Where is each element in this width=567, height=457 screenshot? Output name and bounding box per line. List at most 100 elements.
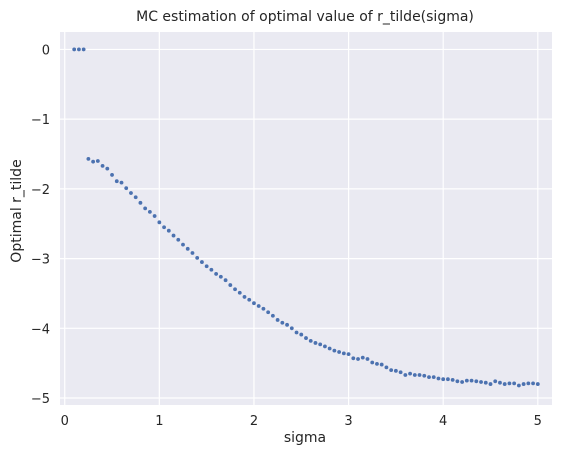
data-point [105, 166, 110, 171]
data-point [256, 304, 261, 308]
data-point [512, 381, 517, 386]
data-point [365, 357, 370, 361]
data-point [176, 237, 181, 242]
data-point [436, 376, 441, 381]
data-point [171, 233, 176, 238]
x-tick-label: 3 [344, 414, 352, 429]
data-point [464, 378, 469, 383]
data-point [77, 47, 81, 52]
data-point [360, 355, 365, 360]
data-point [337, 350, 342, 354]
data-point [289, 326, 294, 331]
data-point [535, 382, 540, 386]
data-point [166, 228, 171, 233]
data-point [408, 371, 412, 376]
x-tick-label: 5 [534, 414, 542, 429]
data-point [285, 322, 289, 327]
data-point [275, 318, 280, 322]
data-point [218, 274, 223, 279]
data-point [384, 365, 389, 370]
data-point [479, 380, 483, 384]
data-point [147, 209, 152, 214]
data-point [323, 344, 327, 349]
x-tick-label: 0 [61, 414, 69, 429]
data-point [157, 220, 162, 225]
x-tick-label: 4 [439, 414, 447, 429]
data-point [502, 382, 507, 386]
data-point [209, 267, 214, 272]
data-point [261, 306, 266, 311]
y-axis-label: Optimal r_tilde [9, 159, 25, 262]
data-point [304, 336, 308, 340]
data-point [294, 330, 299, 335]
data-point [280, 320, 285, 325]
data-point [498, 380, 502, 385]
data-point [138, 200, 143, 205]
data-point [299, 332, 304, 337]
data-point [469, 378, 474, 383]
data-point [403, 373, 408, 377]
y-tick-label: 0 [42, 43, 50, 58]
data-point [190, 251, 195, 255]
data-point [507, 381, 512, 386]
x-tick-label: 2 [250, 414, 258, 429]
data-point [422, 373, 427, 378]
data-point [266, 310, 271, 315]
data-point [521, 382, 526, 386]
data-point [389, 368, 394, 373]
plot-area [60, 32, 552, 405]
data-point [483, 380, 488, 385]
data-point [370, 360, 375, 365]
data-point [493, 379, 498, 384]
data-point [114, 179, 119, 184]
data-point [455, 379, 460, 384]
data-point [398, 370, 403, 375]
data-point [351, 356, 356, 361]
data-point [526, 381, 531, 386]
data-point [460, 380, 465, 384]
data-point [318, 342, 323, 347]
data-point [531, 381, 535, 386]
data-point [379, 362, 384, 367]
data-point [100, 163, 105, 168]
data-point [516, 383, 521, 388]
data-point [346, 352, 351, 357]
data-point [450, 378, 455, 382]
y-tick-label: −2 [31, 183, 50, 198]
data-point [242, 295, 247, 299]
data-point [162, 225, 166, 230]
data-point [143, 206, 148, 211]
data-point [119, 180, 124, 185]
data-point [417, 373, 422, 377]
data-point [86, 156, 91, 161]
data-point [223, 278, 228, 283]
data-point [214, 272, 219, 276]
data-point [375, 361, 379, 366]
data-point [412, 373, 417, 377]
data-point [152, 214, 157, 218]
data-point [474, 379, 479, 384]
data-point [133, 195, 138, 200]
x-tick-label: 1 [155, 414, 163, 429]
data-point [252, 301, 256, 306]
data-point [195, 255, 200, 260]
data-point [237, 290, 242, 295]
data-point [204, 264, 209, 269]
y-tick-label: −3 [31, 253, 50, 268]
data-point [488, 382, 493, 386]
x-tick-labels: 0 1 2 3 4 5 [61, 414, 542, 429]
data-point [81, 47, 86, 52]
data-point [332, 348, 337, 353]
data-point [441, 377, 446, 382]
data-point [95, 159, 100, 163]
data-point [356, 357, 360, 361]
data-point [72, 47, 77, 52]
data-point [200, 260, 204, 264]
data-point [233, 287, 237, 292]
data-point [124, 186, 129, 191]
data-point [431, 375, 436, 380]
y-tick-label: −5 [31, 392, 50, 407]
data-point [110, 173, 114, 177]
chart-title: MC estimation of optimal value of r_tild… [136, 9, 474, 25]
